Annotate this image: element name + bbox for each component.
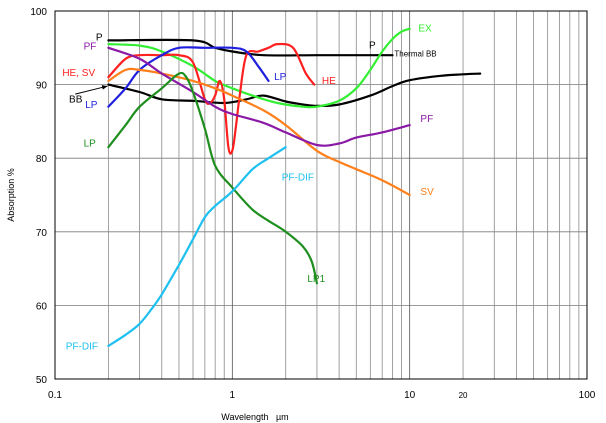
series-label: LP xyxy=(84,138,97,149)
series-label: P xyxy=(96,32,103,43)
bb-arrow-head xyxy=(101,85,108,90)
y-tick-label: 100 xyxy=(30,7,47,18)
series-label: BB xyxy=(69,94,83,105)
y-tick-label: 50 xyxy=(36,375,48,386)
y-tick-label: 80 xyxy=(36,154,48,165)
series-line-thermal-bb xyxy=(107,72,482,108)
x-axis-label: Wavelength µm xyxy=(221,412,288,422)
series-line-ex xyxy=(107,27,411,109)
series-label: PF xyxy=(84,41,97,52)
series-label: PF-DIF xyxy=(66,342,98,353)
y-tick-label: 90 xyxy=(36,81,48,92)
series-label: LP xyxy=(85,100,98,111)
series-label: SV xyxy=(420,187,434,198)
series-group xyxy=(107,27,482,347)
series-line-p xyxy=(107,38,394,57)
series-label: PF xyxy=(420,114,433,125)
series-label: P xyxy=(369,41,376,52)
series-label: PF-DIF xyxy=(282,172,314,183)
x-tick-label: 20 xyxy=(459,391,468,400)
series-label: HE xyxy=(322,76,336,87)
bb-arrow-line xyxy=(75,85,108,95)
series-label: LP1 xyxy=(307,274,325,285)
y-tick-label: 70 xyxy=(36,228,48,239)
x-tick-label: 1 xyxy=(230,390,236,401)
series-label: HE, SV xyxy=(62,68,95,79)
series-label: EX xyxy=(418,24,432,35)
plot-frame xyxy=(54,10,588,380)
x-tick-label: 0.1 xyxy=(48,390,62,401)
series-line-pf-dif xyxy=(107,146,287,347)
series-label: LP xyxy=(274,72,287,83)
series-line-lp xyxy=(107,46,270,108)
series-label: Thermal BB xyxy=(394,50,436,59)
x-tick-label: 10 xyxy=(404,390,416,401)
x-tick-label: 100 xyxy=(579,390,596,401)
series-line-lp1 xyxy=(107,71,318,285)
series-line-he xyxy=(107,42,316,155)
y-tick-label: 60 xyxy=(36,301,48,312)
series-line-pf xyxy=(107,46,411,147)
series-line-sv xyxy=(107,67,411,197)
y-axis-label: Absorption % xyxy=(6,168,16,222)
tick-labels: 50 60 70 80 90 100 0.1 1 10 20 100 xyxy=(30,7,595,401)
